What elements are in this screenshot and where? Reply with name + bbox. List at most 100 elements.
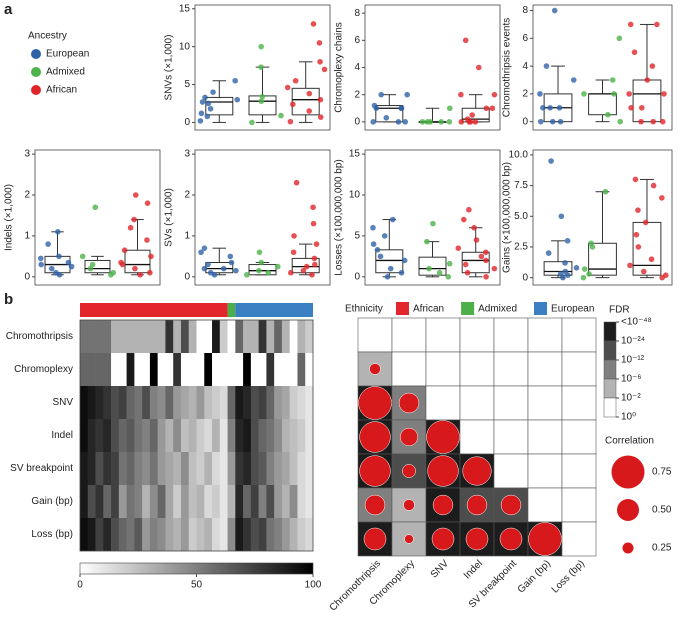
heat-cell xyxy=(227,386,236,419)
heat-cell xyxy=(235,518,244,551)
heat-cell xyxy=(258,485,267,518)
box xyxy=(588,93,617,116)
heat-cell xyxy=(111,452,120,485)
data-point xyxy=(227,253,234,260)
matrix-cell xyxy=(391,317,427,353)
data-point xyxy=(491,265,498,272)
data-point xyxy=(548,158,554,164)
heat-cell xyxy=(250,320,259,353)
heat-cell xyxy=(126,419,135,452)
heat-cell xyxy=(235,452,244,485)
heat-cell xyxy=(305,320,314,353)
data-point xyxy=(258,64,264,70)
heat-cell xyxy=(258,353,267,386)
heat-cell xyxy=(204,485,213,518)
matrix-cell xyxy=(425,385,461,421)
data-point xyxy=(436,269,443,276)
y-axis-label: Gains (×100,000,000 bp) xyxy=(502,162,513,273)
fdr-swatch xyxy=(603,340,617,361)
heat-cell xyxy=(204,353,213,386)
data-point xyxy=(37,255,44,262)
data-point xyxy=(478,253,485,260)
heat-cell xyxy=(188,485,197,518)
heat-cell xyxy=(289,518,298,551)
heat-cell xyxy=(149,518,158,551)
heat-cell xyxy=(111,485,120,518)
data-point xyxy=(309,271,315,278)
heat-cell xyxy=(266,419,275,452)
data-point xyxy=(650,182,657,189)
y-tick-label: 0 xyxy=(24,271,30,282)
heat-cell xyxy=(180,353,190,386)
matrix-cell xyxy=(561,521,597,557)
y-tick-label: 15 xyxy=(349,149,361,160)
row-label: SV breakpoint xyxy=(10,463,73,474)
heat-cell xyxy=(173,452,182,485)
heat-cell xyxy=(142,353,151,386)
heat-cell xyxy=(258,320,267,353)
legend-swatch xyxy=(31,67,41,77)
data-point xyxy=(317,114,324,120)
heat-cell xyxy=(196,353,205,386)
heat-cell xyxy=(80,353,89,386)
matrix-cell xyxy=(493,419,529,455)
heat-cell xyxy=(95,353,104,386)
heat-cell xyxy=(180,452,190,485)
heat-cell xyxy=(297,419,306,452)
data-point xyxy=(446,260,453,267)
data-point xyxy=(581,266,588,272)
data-point xyxy=(482,249,489,256)
plot-frame xyxy=(532,4,673,131)
data-point xyxy=(313,241,320,247)
data-point xyxy=(65,259,72,266)
correlation-circle xyxy=(403,499,415,511)
legend-swatch xyxy=(534,302,548,315)
heat-cell xyxy=(274,320,283,353)
heat-cell xyxy=(219,485,228,518)
data-point xyxy=(278,112,284,119)
heat-cell xyxy=(87,485,96,518)
data-point xyxy=(635,207,641,213)
heat-cell xyxy=(188,386,197,419)
data-point xyxy=(132,192,139,198)
data-point xyxy=(244,271,250,278)
heat-cell xyxy=(235,485,244,518)
heat-cell xyxy=(87,320,96,353)
heat-cell xyxy=(134,452,143,485)
heat-cell xyxy=(204,518,213,551)
heat-cell xyxy=(118,452,127,485)
matrix-cell xyxy=(561,453,597,489)
y-tick-label: 0 xyxy=(354,271,360,282)
data-point xyxy=(547,104,553,111)
data-point xyxy=(198,110,205,117)
y-axis-label: Losses (×100,000,000 bp) xyxy=(334,159,345,275)
y-tick-label: 10 xyxy=(349,190,361,201)
heat-cell xyxy=(243,518,252,551)
data-point xyxy=(255,267,262,274)
heat-cell xyxy=(87,452,96,485)
heat-cell xyxy=(297,353,306,386)
colorbar xyxy=(79,562,314,575)
data-point xyxy=(377,253,384,260)
heat-cell xyxy=(165,452,174,485)
heat-cell xyxy=(196,485,205,518)
colorbar-tick-label: 50 xyxy=(191,580,203,591)
row-label: Gain (bp) xyxy=(31,496,73,507)
data-point xyxy=(462,37,469,44)
data-point xyxy=(258,98,265,105)
matrix-cell xyxy=(493,351,529,387)
y-tick-label: 8 xyxy=(354,8,360,19)
data-point xyxy=(234,96,241,103)
data-point xyxy=(628,104,634,111)
matrix-cell xyxy=(459,317,495,353)
heat-cell xyxy=(180,320,190,353)
heat-cell xyxy=(281,452,290,485)
data-point xyxy=(483,257,489,264)
heat-cell xyxy=(188,419,197,452)
heat-cell xyxy=(212,353,221,386)
y-axis-label: Indels (×1,000) xyxy=(4,184,15,251)
heat-cell xyxy=(266,386,275,419)
matrix-cell xyxy=(561,487,597,523)
box xyxy=(124,249,151,274)
heat-cell xyxy=(274,353,283,386)
